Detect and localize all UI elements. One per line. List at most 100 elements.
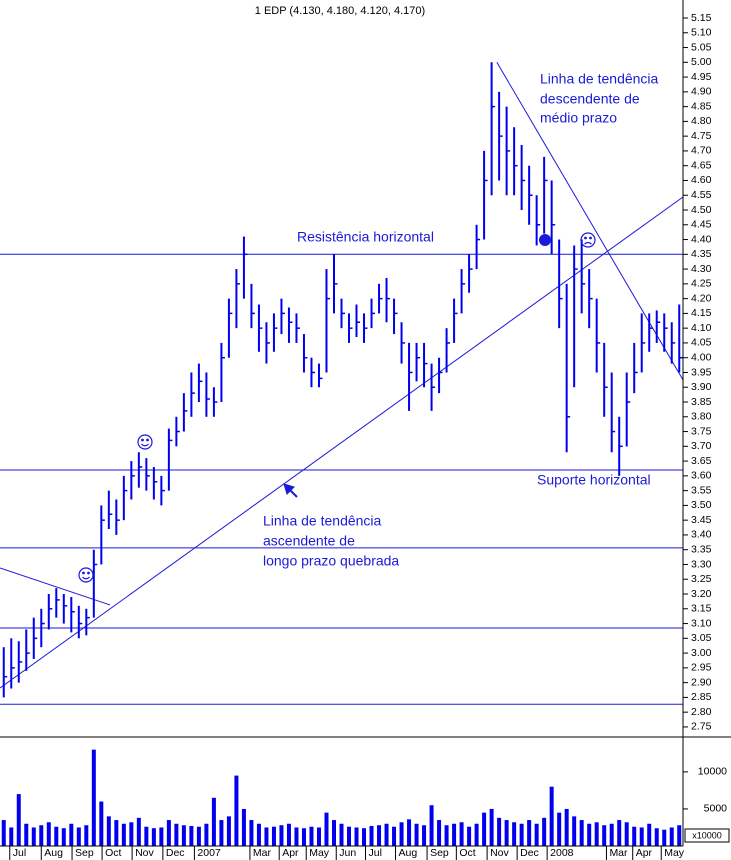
- volume-bar: [234, 775, 239, 846]
- y-tick-label: 5.05: [691, 41, 712, 53]
- volume-bar: [309, 826, 314, 846]
- mark-layer: [1, 62, 683, 846]
- volume-bar: [617, 820, 622, 846]
- volume-bar: [121, 823, 126, 846]
- y-tick-label: 2.75: [691, 721, 712, 733]
- y-tick-label: 3.35: [691, 543, 712, 555]
- volume-bar: [572, 816, 577, 846]
- marker-dot: [539, 234, 551, 246]
- y-tick-label: 4.65: [691, 159, 712, 171]
- volume-bar: [459, 822, 464, 846]
- volume-bar: [144, 826, 149, 846]
- x-tick-label: May: [309, 847, 330, 859]
- volume-bar: [264, 827, 269, 846]
- y-tick-label: 4.10: [691, 322, 712, 334]
- volume-bar: [474, 823, 479, 846]
- y-tick-label: 4.80: [691, 115, 712, 127]
- y-tick-label: 3.30: [691, 558, 712, 570]
- volume-bar: [519, 823, 524, 846]
- volume-bar: [579, 820, 584, 846]
- volume-bar: [347, 826, 352, 846]
- x-tick-label: Apr: [636, 847, 653, 859]
- y-tick-label: 4.05: [691, 337, 712, 349]
- volume-bar: [542, 817, 547, 846]
- y-tick-label: 3.50: [691, 499, 712, 511]
- arrow: [283, 483, 298, 498]
- annotation: ascendente de: [263, 533, 355, 549]
- annotation: Linha de tendência: [263, 513, 382, 529]
- volume-bar: [504, 820, 509, 846]
- volume-bar: [362, 828, 367, 846]
- smiley: [137, 434, 153, 450]
- y-tick-label: 3.80: [691, 411, 712, 423]
- volume-bar: [106, 816, 111, 846]
- volume-bar: [114, 820, 119, 846]
- y-tick-label: 4.70: [691, 145, 712, 157]
- volume-bar: [46, 822, 51, 846]
- volume-bar: [204, 823, 209, 846]
- trendline: [0, 196, 684, 689]
- trendline: [496, 62, 684, 381]
- volume-bar: [91, 749, 96, 846]
- volume-bar: [241, 808, 246, 846]
- volume-bar: [429, 805, 434, 846]
- y-tick-label: 4.30: [691, 263, 712, 275]
- volume-bar: [166, 820, 171, 846]
- volume-bar: [249, 820, 254, 846]
- x-tick-label: Oct: [105, 847, 121, 859]
- trendline: [0, 567, 111, 606]
- y-tick-label: 2.95: [691, 662, 712, 674]
- x-tick-label: May: [664, 847, 685, 859]
- volume-bar: [151, 828, 156, 846]
- volume-bar: [9, 827, 14, 846]
- y-tick-label: 4.40: [691, 233, 712, 245]
- volume-bar: [39, 825, 44, 846]
- volume-bar: [69, 823, 74, 846]
- volume-bar: [84, 825, 89, 846]
- x-tick-label: Dec: [166, 847, 185, 859]
- volume-bar: [76, 827, 81, 846]
- volume-bar: [136, 817, 141, 846]
- volume-bar: [534, 823, 539, 846]
- volume-bar: [609, 823, 614, 846]
- y-tick-label: 4.85: [691, 100, 712, 112]
- y-tick-label: 4.00: [691, 351, 712, 363]
- volume-bar: [624, 822, 629, 846]
- annotation: longo prazo quebrada: [263, 553, 399, 569]
- volume-bar: [1, 820, 6, 846]
- volume-bar: [564, 808, 569, 846]
- x-tick-label: Mar: [253, 847, 272, 859]
- volume-bar: [677, 825, 682, 846]
- volume-bar: [211, 797, 216, 846]
- y-tick-label: 3.90: [691, 381, 712, 393]
- x-tick-label: 2007: [197, 847, 221, 859]
- volume-bar: [339, 823, 344, 846]
- y-tick-label: 2.80: [691, 706, 712, 718]
- y-tick-label: 4.45: [691, 219, 712, 231]
- volume-bar: [557, 812, 562, 846]
- volume-bar: [647, 823, 652, 846]
- annotation: Suporte horizontal: [537, 472, 651, 488]
- volume-bar: [196, 826, 201, 846]
- x-tick-label: Dec: [520, 847, 539, 859]
- y-tick-label: 4.50: [691, 204, 712, 216]
- x-tick-label: Mar: [609, 847, 628, 859]
- volume-bar: [407, 819, 412, 846]
- volume-bar: [316, 827, 321, 846]
- volume-bar: [414, 823, 419, 846]
- volume-bar: [669, 827, 674, 846]
- y-tick-label: 5.00: [691, 56, 712, 68]
- volume-bar: [369, 825, 374, 846]
- y-tick-label: 3.20: [691, 588, 712, 600]
- volume-bar: [452, 823, 457, 846]
- volume-bar: [654, 828, 659, 846]
- y-tick-label: 4.35: [691, 248, 712, 260]
- volume-bar: [99, 801, 104, 846]
- volume-bar: [377, 825, 382, 846]
- y-tick-label: 4.15: [691, 307, 712, 319]
- volume-bar: [61, 828, 66, 846]
- volume-bar: [422, 825, 427, 846]
- y-tick-label: 5.15: [691, 12, 712, 24]
- volume-bar: [286, 823, 291, 846]
